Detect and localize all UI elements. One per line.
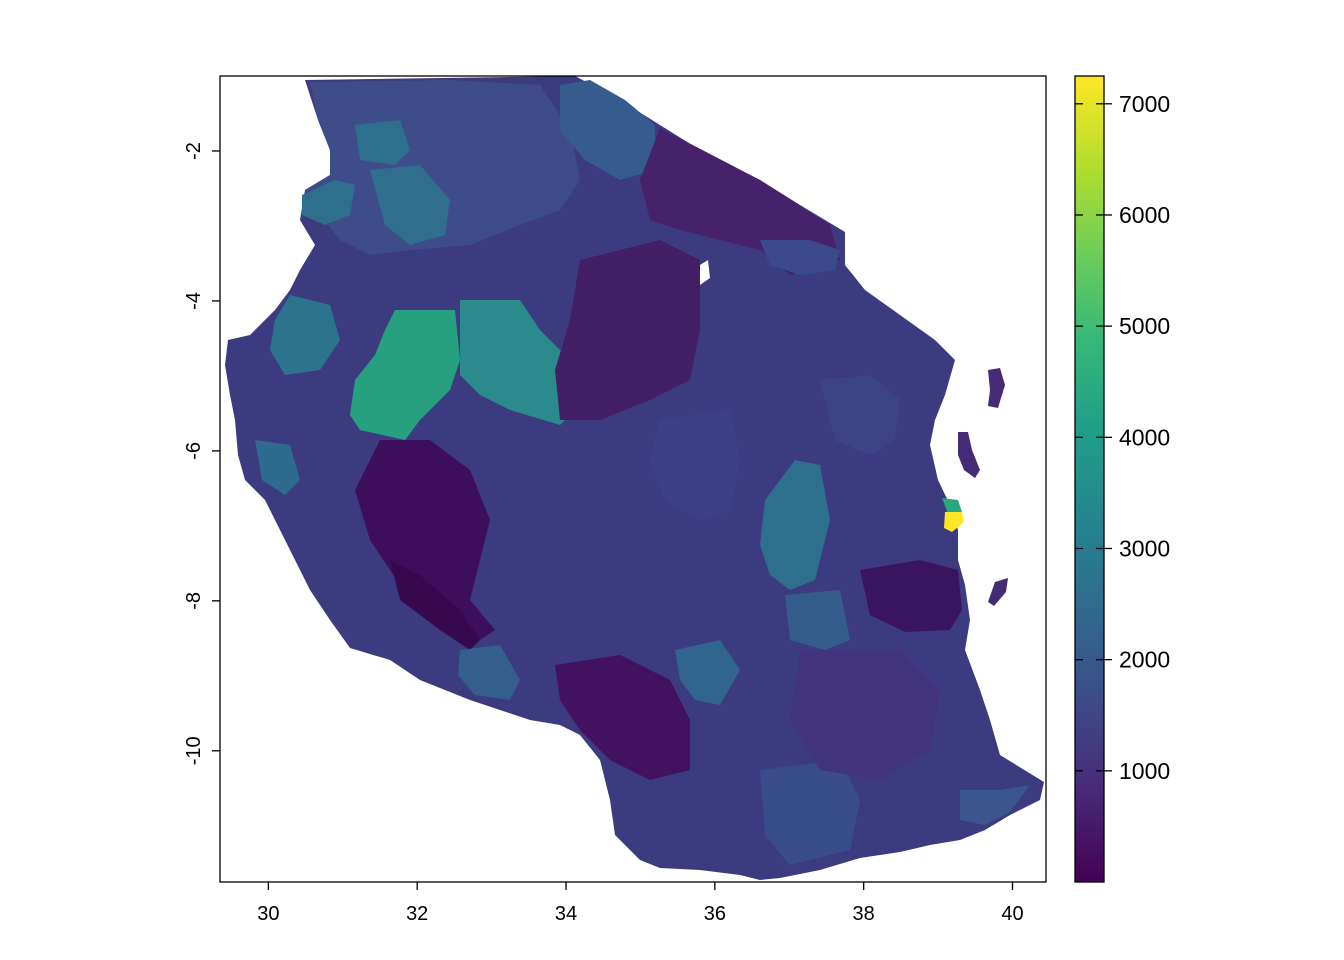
region-north-teal-3 — [370, 165, 450, 245]
y-tick-label: -6 — [183, 442, 205, 460]
x-tick-label: 36 — [704, 903, 726, 925]
region-dar-green — [942, 498, 962, 514]
region-iringa-teal — [675, 640, 740, 705]
colorbar-bar — [1074, 75, 1105, 883]
x-tick-label: 30 — [257, 903, 279, 925]
region-north-east-dark — [640, 128, 840, 275]
colorbar-tick-label: 3000 — [1119, 535, 1170, 561]
region-teal-west — [270, 295, 340, 375]
colorbar-tick-label: 5000 — [1119, 313, 1170, 339]
colorbar-tick-label: 2000 — [1119, 647, 1170, 673]
colorbar-tick-label: 7000 — [1119, 91, 1170, 117]
region-teal-central — [460, 300, 580, 425]
region-northeast-teal — [560, 80, 655, 180]
region-dar-yellow — [944, 512, 964, 532]
island-pemba — [988, 368, 1005, 408]
y-tick-label: -2 — [183, 142, 205, 160]
x-tick-label: 34 — [555, 903, 577, 925]
region-kilimanjaro — [760, 240, 840, 275]
region-rukwa-dark — [355, 440, 495, 640]
region-north-teal-2 — [302, 180, 355, 225]
region-coast-dark — [860, 560, 962, 632]
region-lindi — [790, 650, 940, 780]
colorbar-tick-label: 4000 — [1119, 424, 1170, 450]
region-rukwa-darkest — [390, 560, 480, 650]
y-tick-label: -10 — [183, 736, 205, 765]
island-mafia — [988, 578, 1008, 606]
x-axis: 30 32 34 36 38 40 — [257, 882, 1024, 925]
y-axis: -2 -4 -6 -8 -10 — [183, 142, 220, 765]
island-zanzibar — [958, 432, 980, 478]
region-morogoro-south — [785, 590, 850, 650]
x-tick-label: 32 — [406, 903, 428, 925]
region-north-teal-1 — [355, 120, 410, 165]
colorbar-tick-label: 6000 — [1119, 202, 1170, 228]
plot-frame — [219, 75, 1047, 883]
y-tick-label: -8 — [183, 592, 205, 610]
lake-hole — [700, 260, 710, 285]
islands — [958, 368, 1008, 606]
region-dodoma — [650, 410, 740, 520]
region-mtwara-coast — [960, 785, 1030, 825]
map-raster — [225, 76, 1044, 880]
colorbar: 1000 2000 3000 4000 5000 6000 7000 — [1074, 75, 1170, 883]
region-teal-southwest — [255, 440, 300, 495]
x-tick-label: 40 — [1001, 903, 1023, 925]
region-mbeya-teal — [458, 645, 520, 700]
region-central-dark — [555, 240, 700, 420]
region-southeast — [760, 760, 860, 865]
colorbar-ticks: 1000 2000 3000 4000 5000 6000 7000 — [1075, 91, 1170, 784]
region-east-mid — [820, 375, 900, 455]
region-morogoro-teal — [760, 460, 830, 590]
colorbar-tick-label: 1000 — [1119, 758, 1170, 784]
x-tick-label: 38 — [853, 903, 875, 925]
region-southwest-dark — [555, 655, 690, 780]
region-tabora-green — [350, 310, 460, 440]
y-tick-label: -4 — [183, 292, 205, 310]
